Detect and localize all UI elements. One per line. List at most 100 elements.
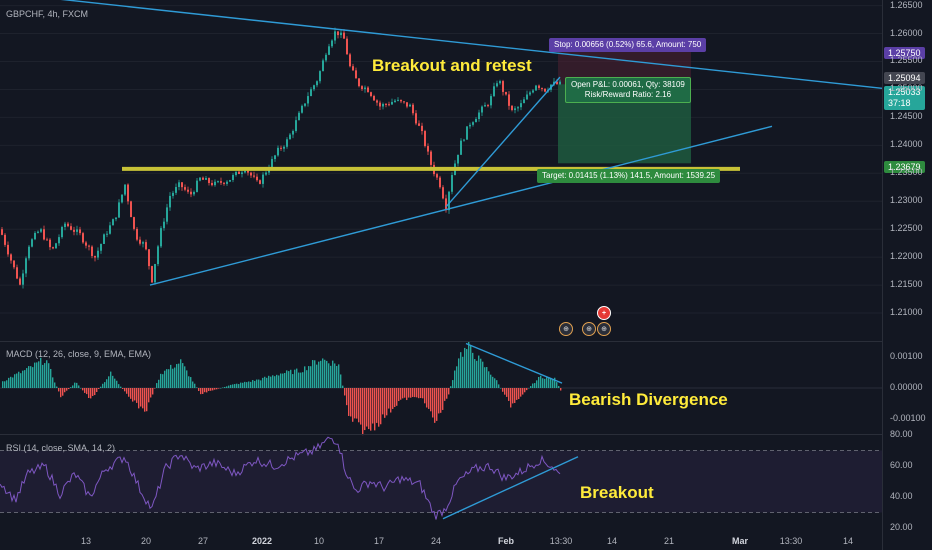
macd-bar-positive [532, 383, 534, 388]
macd-bar-positive [332, 360, 334, 388]
event-uk-flag-icon[interactable]: ⊕ [559, 322, 573, 336]
macd-bar-negative [130, 388, 132, 399]
macd-bar-positive [12, 377, 14, 388]
macd-bar-negative [68, 388, 70, 390]
macd-bar-negative [144, 388, 146, 412]
macd-bar-positive [224, 386, 226, 388]
macd-bar-negative [506, 388, 508, 397]
macd-bar-negative [446, 388, 448, 399]
event-uk-flag-icon[interactable]: ⊕ [597, 322, 611, 336]
open-pnl-box[interactable]: Open P&L: 0.00061, Qty: 38109 Risk/Rewar… [565, 77, 691, 103]
macd-bar-positive [118, 384, 120, 388]
macd-bar-negative [86, 388, 88, 395]
macd-bar-positive [80, 388, 82, 389]
event-uk-flag-icon[interactable]: ⊕ [582, 322, 596, 336]
macd-bar-negative [508, 388, 510, 401]
candle-bear [151, 266, 153, 283]
macd-bar-positive [494, 378, 496, 388]
candle-bear [139, 239, 141, 244]
macd-bar-positive [464, 347, 466, 388]
price-tick-label: 1.23500 [890, 167, 923, 178]
candle-bull [328, 46, 330, 55]
macd-bar-negative [438, 388, 440, 414]
macd-bar-positive [544, 378, 546, 388]
symbol-legend[interactable]: GBPCHF, 4h, FXCM [6, 9, 89, 19]
time-tick-label: 13:30 [549, 536, 573, 546]
macd-bar-positive [258, 379, 260, 388]
macd-legend[interactable]: MACD (12, 26, close, 9, EMA, EMA) [6, 349, 152, 359]
macd-bar-positive [178, 363, 180, 388]
rsi-legend[interactable]: RSI (14, close, SMA, 14, 2) [6, 443, 116, 453]
macd-bar-negative [374, 388, 376, 431]
candle-bear [247, 170, 249, 173]
candle-bull [115, 217, 117, 220]
rsi-line [0, 436, 561, 520]
macd-bar-positive [180, 359, 182, 388]
candle-bear [190, 191, 192, 195]
candle-bear [259, 180, 261, 184]
price-axis[interactable] [882, 0, 932, 550]
candle-bull [100, 243, 102, 251]
rsi-band [0, 450, 882, 513]
macd-bar-negative [210, 388, 212, 391]
candle-bull [457, 154, 459, 164]
macd-bar-positive [484, 367, 486, 388]
macd-bar-positive [270, 376, 272, 388]
candle-bear [208, 178, 210, 183]
price-tick-label: 1.25000 [890, 83, 923, 94]
candle-bull [55, 243, 57, 249]
candle-bull [118, 202, 120, 218]
macd-bar-positive [194, 383, 196, 388]
macd-bar-negative [128, 388, 130, 397]
macd-bar-positive [462, 356, 464, 388]
candle-bull [535, 85, 537, 91]
macd-bar-negative [522, 388, 524, 395]
candle-bull [244, 170, 246, 173]
candle-bull [472, 122, 474, 125]
macd-bar-negative [124, 388, 126, 392]
macd-bar-positive [300, 372, 302, 388]
macd-bar-negative [398, 388, 400, 402]
candle-bull [226, 181, 228, 184]
candle-bull [235, 171, 237, 176]
event-ch-flag-icon[interactable]: + [597, 306, 611, 320]
macd-bar-positive [458, 358, 460, 388]
candle-bull [172, 192, 174, 196]
candle-bull [496, 83, 498, 87]
macd-bar-negative [126, 388, 128, 394]
time-tick-label: 10 [313, 536, 325, 546]
macd-bar-negative [432, 388, 434, 418]
macd-bar-positive [238, 384, 240, 388]
macd-bar-negative [356, 388, 358, 419]
candle-bull [298, 112, 300, 121]
target-label[interactable]: Target: 0.01415 (1.13%) 141.5, Amount: 1… [537, 169, 721, 183]
annotation-bearish-divergence: Bearish Divergence [569, 390, 728, 409]
candle-bull [475, 119, 477, 123]
time-tick-label: 13:30 [779, 536, 803, 546]
macd-bar-positive [196, 387, 198, 388]
candle-bear [349, 54, 351, 67]
macd-bar-positive [36, 362, 38, 388]
candle-bear [133, 217, 135, 229]
price-tick-label: 1.22000 [890, 251, 923, 262]
candle-bull [397, 99, 399, 101]
candle-bear [343, 32, 345, 39]
pane-separator-macd[interactable] [0, 341, 882, 342]
candle-bear [427, 146, 429, 152]
bar-countdown: 37:18 [888, 98, 911, 108]
candle-bear [220, 181, 222, 183]
candle-bull [313, 85, 315, 90]
pane-separator-rsi[interactable] [0, 434, 882, 435]
candle-bull [277, 147, 279, 156]
price-tick-label: 1.23000 [890, 195, 923, 206]
macd-bar-negative [448, 388, 450, 395]
macd-bar-positive [558, 386, 560, 388]
rsi-tick-label: 20.00 [890, 522, 913, 532]
macd-bar-positive [10, 376, 12, 388]
macd-bar-positive [164, 370, 166, 388]
macd-bar-positive [542, 378, 544, 388]
stop-label[interactable]: Stop: 0.00656 (0.52%) 65.6, Amount: 750 [549, 38, 707, 52]
candle-bear [352, 66, 354, 71]
macd-bar-negative [414, 388, 416, 398]
